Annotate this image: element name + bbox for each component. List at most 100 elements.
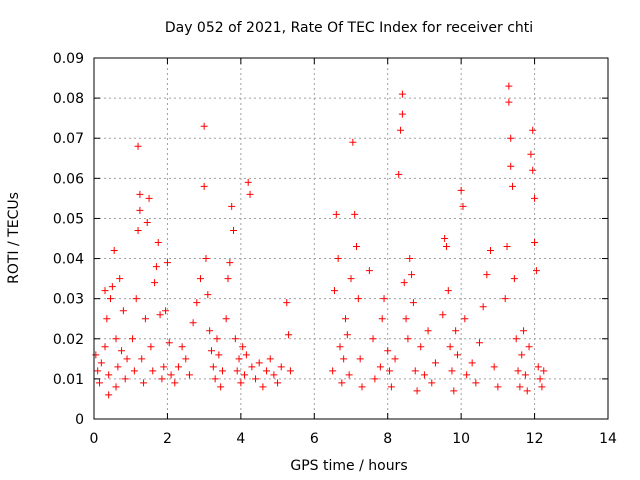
x-tick-label: 10 — [452, 431, 470, 447]
data-point — [417, 343, 425, 351]
data-point — [286, 367, 294, 375]
data-point — [215, 351, 223, 359]
data-point — [461, 315, 469, 323]
axis-ticks — [93, 57, 609, 420]
data-point — [431, 359, 439, 367]
data-point — [116, 275, 124, 283]
data-point — [123, 355, 131, 363]
data-point — [101, 343, 109, 351]
x-tick-label: 2 — [163, 431, 172, 447]
x-tick-label: 4 — [236, 431, 245, 447]
data-point — [248, 363, 256, 371]
data-point — [468, 359, 476, 367]
data-point — [235, 355, 243, 363]
data-point — [523, 387, 531, 395]
data-point — [413, 387, 421, 395]
data-point — [472, 379, 480, 387]
y-tick-label: 0.08 — [53, 91, 84, 107]
data-point — [340, 355, 348, 363]
data-point — [105, 371, 113, 379]
data-point — [529, 126, 537, 134]
y-tick-label: 0.09 — [53, 51, 84, 67]
data-point — [349, 138, 357, 146]
data-point — [345, 371, 353, 379]
data-point — [226, 259, 234, 267]
data-point — [420, 371, 428, 379]
data-point — [510, 275, 518, 283]
data-point — [409, 299, 417, 307]
data-point — [395, 170, 403, 178]
data-point — [160, 363, 168, 371]
data-point — [531, 194, 539, 202]
data-point — [193, 299, 201, 307]
data-point — [252, 375, 260, 383]
y-tick-labels: 0 0.01 0.02 0.03 0.04 0.05 0.06 0.07 0.08 0.09 — [53, 51, 84, 428]
data-point — [217, 383, 225, 391]
data-point — [527, 150, 535, 158]
data-point — [450, 387, 458, 395]
data-point — [121, 375, 129, 383]
data-point — [444, 287, 452, 295]
data-point — [242, 351, 250, 359]
data-point — [107, 295, 115, 303]
data-point — [165, 339, 173, 347]
data-point — [222, 315, 230, 323]
y-tick-label: 0.01 — [53, 372, 84, 388]
data-point — [134, 142, 142, 150]
data-point — [369, 335, 377, 343]
data-point — [285, 331, 293, 339]
data-point — [246, 190, 254, 198]
data-point — [196, 275, 204, 283]
data-point — [101, 287, 109, 295]
x-tick-label: 12 — [526, 431, 544, 447]
data-point — [347, 275, 355, 283]
data-point — [147, 343, 155, 351]
data-point — [487, 247, 495, 255]
data-point — [332, 210, 340, 218]
data-point — [501, 295, 509, 303]
data-point — [239, 343, 247, 351]
data-point — [442, 243, 450, 251]
data-point — [338, 379, 346, 387]
data-point — [384, 347, 392, 355]
data-point — [118, 347, 126, 355]
data-point — [365, 267, 373, 275]
y-tick-label: 0.05 — [53, 211, 84, 227]
x-tick-label: 6 — [310, 431, 319, 447]
data-point — [512, 335, 520, 343]
data-point — [463, 371, 471, 379]
y-tick-label: 0.06 — [53, 171, 84, 187]
grid — [94, 58, 608, 419]
x-tick-label: 8 — [383, 431, 392, 447]
y-axis-label: ROTI / TECUs — [6, 192, 22, 284]
data-point — [213, 335, 221, 343]
data-point — [507, 162, 515, 170]
data-point — [237, 379, 245, 387]
data-point — [518, 351, 526, 359]
data-point — [507, 134, 515, 142]
data-point — [441, 235, 449, 242]
data-point — [233, 367, 241, 375]
data-point — [386, 367, 394, 375]
data-point — [354, 295, 362, 303]
data-point — [341, 315, 349, 323]
data-point — [209, 363, 217, 371]
data-point — [356, 355, 364, 363]
data-point — [171, 379, 179, 387]
data-point — [378, 315, 386, 323]
data-point — [119, 307, 127, 315]
y-tick-label: 0.04 — [53, 252, 84, 268]
data-point — [459, 202, 467, 210]
data-point — [476, 339, 483, 347]
x-tick-label: 14 — [599, 431, 617, 447]
data-point — [457, 186, 465, 194]
data-point — [270, 371, 278, 379]
data-point — [283, 299, 291, 307]
data-point — [505, 82, 513, 90]
data-point — [92, 351, 100, 359]
data-point — [211, 375, 219, 383]
data-point — [138, 355, 146, 363]
data-point — [132, 295, 140, 303]
data-point — [490, 363, 498, 371]
